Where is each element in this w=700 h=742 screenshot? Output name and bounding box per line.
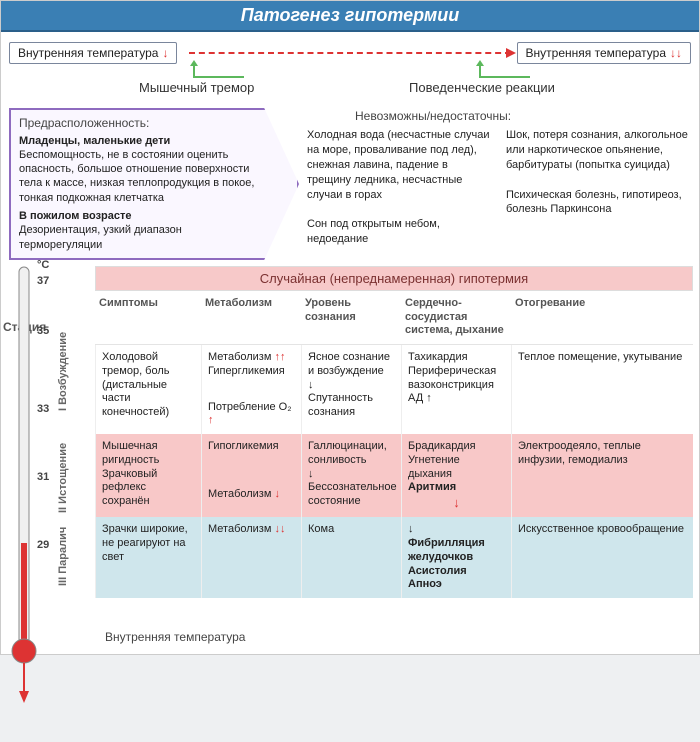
metab-text: Потребление O₂ <box>208 401 292 413</box>
s1-metab: Метаболизм ↑↑ Гипергликемия Потребление … <box>201 345 301 434</box>
double-down-arrow-icon: ↓↓ <box>670 46 682 60</box>
flow-behav-label: Поведенческие реакции <box>409 80 555 95</box>
green-arrow-icon <box>479 62 481 78</box>
s1-rewarm: Теплое помещение, укутывание <box>511 345 693 434</box>
accidental-header: Случайная (непреднамеренная) гипотермия <box>95 266 693 291</box>
predisp-header: Предрасположенность: <box>19 116 263 132</box>
cardio-line-bold: Аритмия <box>408 481 505 495</box>
s2-consc: Галлюцинации, сонливость ↓ Бессознательн… <box>301 434 401 517</box>
dashed-arrow-icon <box>189 52 511 54</box>
flow-left-label: Внутренняя температура <box>18 46 158 60</box>
stage-label-3: III Паралич <box>57 526 71 586</box>
flow-right-label: Внутренняя температура <box>526 46 666 60</box>
infographic-root: Патогенез гипотермии Внутренняя температ… <box>0 0 700 655</box>
predisp-group1-title: Младенцы, маленькие дети <box>19 134 263 148</box>
down-arrow-icon: ↓ <box>162 46 168 60</box>
temp-tick: 29 <box>37 539 49 553</box>
predisposition-block: Предрасположенность: Младенцы, маленькие… <box>9 108 299 260</box>
metab-text: Гипогликемия <box>208 440 295 454</box>
s1-cardio: Тахикардия Периферическая вазоконстрикци… <box>401 345 511 434</box>
s1-symptoms: Холодовой тремор, боль (дистальные части… <box>95 345 201 434</box>
thermometer-icon: °C 37 35 33 31 29 <box>11 291 53 721</box>
predisp-group2-title: В пожилом возрасте <box>19 209 263 223</box>
green-arrow-icon <box>193 62 195 78</box>
predisp-group2-text: Дезориентация, узкий диапазон терморегул… <box>19 223 263 252</box>
temp-tick: 33 <box>37 403 49 417</box>
insuff-col2: Шок, потеря сознания, алкогольное или на… <box>506 128 691 247</box>
down-arrow-icon: ↓ <box>408 495 505 511</box>
s3-consc: Кома <box>301 517 401 598</box>
s2-metab: Гипогликемия Метаболизм ↓ <box>201 434 301 517</box>
col-symptoms: Симптомы <box>95 291 201 345</box>
temp-tick: 31 <box>37 471 49 485</box>
s2-cardio: Брадикардия Угнетение дыхания Аритмия ↓ <box>401 434 511 517</box>
flow-diagram: Внутренняя температура ↓ Внутренняя темп… <box>9 38 691 106</box>
temp-tick: 35 <box>37 325 49 339</box>
mid-section: Предрасположенность: Младенцы, маленькие… <box>9 108 691 260</box>
page-title: Патогенез гипотермии <box>1 1 699 32</box>
col-rewarming: Отогревание <box>511 291 693 345</box>
double-down-arrow-icon: ↓↓ <box>274 523 285 535</box>
insufficient-block: Невозможны/недостаточны: Холодная вода (… <box>307 108 691 260</box>
cardio-line: Угнетение дыхания <box>408 454 505 482</box>
flow-tremor-label: Мышечный тремор <box>139 80 254 95</box>
col-consciousness: Уровень сознания <box>301 291 401 345</box>
insuff-header: Невозможны/недостаточны: <box>307 108 691 124</box>
thermometer-column: °C 37 35 33 31 29 I Возбуждение II Истощ… <box>7 291 95 598</box>
stage-label-2: II Истощение <box>57 423 71 513</box>
temp-unit: °C <box>37 259 49 273</box>
s3-cardio: ↓ Фибрилляция желудочков Асистолия Апноэ <box>401 517 511 598</box>
metab-text: Гипергликемия <box>208 365 295 379</box>
temp-tick: 37 <box>37 275 49 289</box>
col-cardio: Сердечно-сосудистая система, дыхание <box>401 291 511 345</box>
flow-box-internal-temp-left: Внутренняя температура ↓ <box>9 42 177 64</box>
col-metabolism: Метаболизм <box>201 291 301 345</box>
metab-text: Метаболизм <box>208 351 271 363</box>
insuff-col1: Холодная вода (несчастные случаи на море… <box>307 128 492 247</box>
s2-symptoms: Мышечная ригидность Зрачковый рефлекс со… <box>95 434 201 517</box>
cardio-line: Брадикардия <box>408 440 505 454</box>
down-arrow-icon: ↓ <box>274 488 280 500</box>
metab-text: Метаболизм <box>208 523 271 535</box>
stages-table: Случайная (непреднамеренная) гипотермия … <box>7 266 693 646</box>
s2-rewarm: Электроодеяло, теплые инфузии, гемодиали… <box>511 434 693 517</box>
stage-label-1: I Возбуждение <box>57 321 71 411</box>
metab-text: Метаболизм <box>208 488 271 500</box>
thermometer-bottom-label: Внутренняя температура <box>105 630 245 644</box>
s1-consc: Ясное сознание и возбуждение ↓ Спутаннос… <box>301 345 401 434</box>
predisp-group1-text: Беспомощность, не в состоянии оценить оп… <box>19 148 263 205</box>
up-arrow-icon: ↑↑ <box>274 351 285 363</box>
s3-symptoms: Зрачки широкие, не реагируют на свет <box>95 517 201 598</box>
flow-box-internal-temp-right: Внутренняя температура ↓↓ <box>517 42 691 64</box>
s3-metab: Метаболизм ↓↓ <box>201 517 301 598</box>
up-arrow-icon: ↑ <box>208 414 214 426</box>
s3-rewarm: Искусственное кровообращение <box>511 517 693 598</box>
